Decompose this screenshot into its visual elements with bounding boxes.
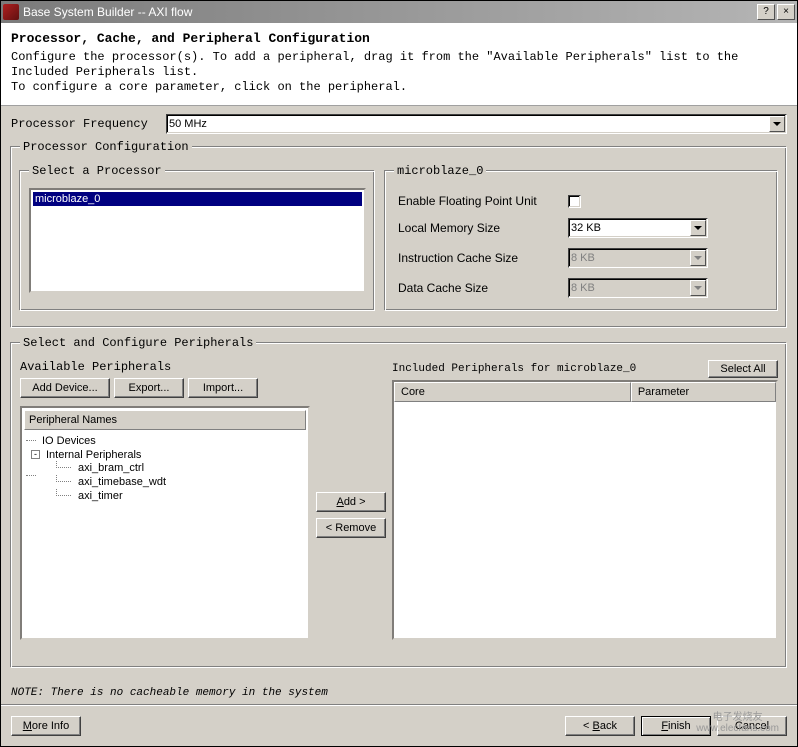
back-button[interactable]: < Back <box>565 716 635 736</box>
microblaze-settings-group: microblaze_0 Enable Floating Point Unit … <box>385 164 778 311</box>
import-button[interactable]: Import... <box>188 378 258 398</box>
local-memory-value: 32 KB <box>571 222 601 234</box>
more-info-button[interactable]: More Info <box>11 716 81 736</box>
transfer-buttons: Add > < Remove <box>316 360 386 640</box>
processor-config-group: Processor Configuration Select a Process… <box>11 140 787 328</box>
tree-item-axi-timer[interactable]: axi_timer <box>62 489 304 503</box>
chevron-down-icon <box>690 280 706 296</box>
icache-label: Instruction Cache Size <box>398 251 568 265</box>
body-area: Processor Frequency 50 MHz Processor Con… <box>1 106 797 684</box>
processor-listbox[interactable]: microblaze_0 <box>29 188 366 293</box>
tree-item-io-devices[interactable]: IO Devices <box>26 434 304 448</box>
peripherals-group: Select and Configure Peripherals Availab… <box>11 336 787 668</box>
col-parameter[interactable]: Parameter <box>631 382 776 402</box>
select-processor-legend: Select a Processor <box>29 164 165 178</box>
dialog-window: Base System Builder -- AXI flow ? × Proc… <box>0 0 798 747</box>
tree-item-internal[interactable]: - Internal Peripherals axi_bram_ctrl axi… <box>26 448 304 504</box>
close-button[interactable]: × <box>777 4 795 20</box>
local-memory-row: Local Memory Size 32 KB <box>398 218 765 238</box>
cancel-button[interactable]: Cancel <box>717 716 787 736</box>
select-processor-group: Select a Processor microblaze_0 <box>20 164 375 311</box>
peripherals-legend: Select and Configure Peripherals <box>20 336 256 350</box>
page-title: Processor, Cache, and Peripheral Configu… <box>11 31 787 46</box>
local-memory-label: Local Memory Size <box>398 221 568 235</box>
processor-frequency-row: Processor Frequency 50 MHz <box>11 114 787 134</box>
app-icon <box>3 4 19 20</box>
heading-area: Processor, Cache, and Peripheral Configu… <box>1 23 797 106</box>
peripheral-tree[interactable]: Peripheral Names IO Devices - Internal P… <box>20 406 310 640</box>
fpu-checkbox[interactable] <box>568 195 581 208</box>
finish-button[interactable]: Finish <box>641 716 711 736</box>
tree-header[interactable]: Peripheral Names <box>24 410 306 430</box>
add-device-button[interactable]: Add Device... <box>20 378 110 398</box>
titlebar[interactable]: Base System Builder -- AXI flow ? × <box>1 1 797 23</box>
fpu-label: Enable Floating Point Unit <box>398 194 568 208</box>
chevron-down-icon <box>690 250 706 266</box>
icache-row: Instruction Cache Size 8 KB <box>398 248 765 268</box>
included-label: Included Peripherals for microblaze_0 <box>392 363 708 375</box>
export-button[interactable]: Export... <box>114 378 184 398</box>
dcache-select[interactable]: 8 KB <box>568 278 708 298</box>
processor-frequency-label: Processor Frequency <box>11 117 166 131</box>
page-desc-2: To configure a core parameter, click on … <box>11 80 787 95</box>
collapse-icon[interactable]: - <box>31 450 40 459</box>
microblaze-legend: microblaze_0 <box>394 164 486 178</box>
local-memory-select[interactable]: 32 KB <box>568 218 708 238</box>
tree-item-axi-bram-ctrl[interactable]: axi_bram_ctrl <box>62 461 304 475</box>
dcache-row: Data Cache Size 8 KB <box>398 278 765 298</box>
icache-value: 8 KB <box>571 252 595 264</box>
page-desc-1: Configure the processor(s). To add a per… <box>11 50 787 80</box>
window-title: Base System Builder -- AXI flow <box>23 5 755 19</box>
included-panel: Included Peripherals for microblaze_0 Se… <box>392 360 778 640</box>
processor-item[interactable]: microblaze_0 <box>33 192 362 206</box>
fpu-row: Enable Floating Point Unit <box>398 194 765 208</box>
available-label: Available Peripherals <box>20 360 310 374</box>
col-core[interactable]: Core <box>394 382 631 402</box>
processor-frequency-select[interactable]: 50 MHz <box>166 114 787 134</box>
processor-config-legend: Processor Configuration <box>20 140 192 154</box>
add-button[interactable]: Add > <box>316 492 386 512</box>
chevron-down-icon <box>690 220 706 236</box>
remove-button[interactable]: < Remove <box>316 518 386 538</box>
included-table-body <box>394 402 776 638</box>
note-text: NOTE: There is no cacheable memory in th… <box>11 687 328 699</box>
note-area: NOTE: There is no cacheable memory in th… <box>1 684 797 705</box>
dcache-label: Data Cache Size <box>398 281 568 295</box>
included-table[interactable]: Core Parameter <box>392 380 778 640</box>
icache-select[interactable]: 8 KB <box>568 248 708 268</box>
help-button[interactable]: ? <box>757 4 775 20</box>
dcache-value: 8 KB <box>571 282 595 294</box>
chevron-down-icon <box>769 116 785 132</box>
content: Processor, Cache, and Peripheral Configu… <box>1 23 797 746</box>
footer: More Info < Back Finish Cancel <box>1 705 797 746</box>
available-panel: Available Peripherals Add Device... Expo… <box>20 360 310 640</box>
select-all-button[interactable]: Select All <box>708 360 778 378</box>
tree-item-axi-timebase-wdt[interactable]: axi_timebase_wdt <box>62 475 304 489</box>
processor-frequency-value: 50 MHz <box>169 118 207 130</box>
